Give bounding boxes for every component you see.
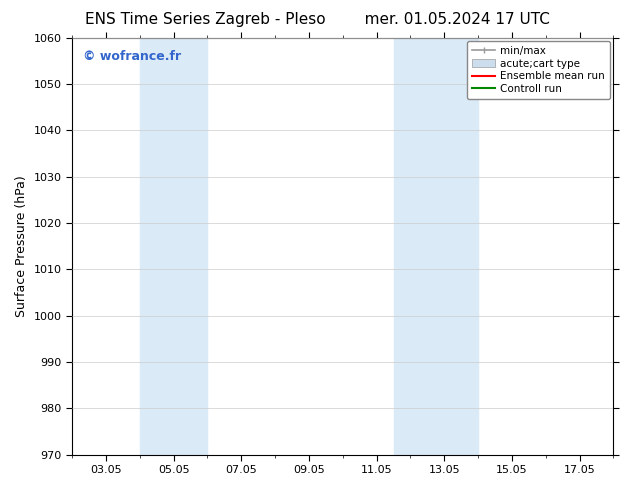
- Legend: min/max, acute;cart type, Ensemble mean run, Controll run: min/max, acute;cart type, Ensemble mean …: [467, 41, 611, 99]
- Text: © wofrance.fr: © wofrance.fr: [83, 50, 181, 63]
- Text: ENS Time Series Zagreb - Pleso        mer. 01.05.2024 17 UTC: ENS Time Series Zagreb - Pleso mer. 01.0…: [84, 12, 550, 27]
- Bar: [394, 38, 478, 455]
- Bar: [139, 38, 207, 455]
- Y-axis label: Surface Pressure (hPa): Surface Pressure (hPa): [15, 175, 28, 317]
